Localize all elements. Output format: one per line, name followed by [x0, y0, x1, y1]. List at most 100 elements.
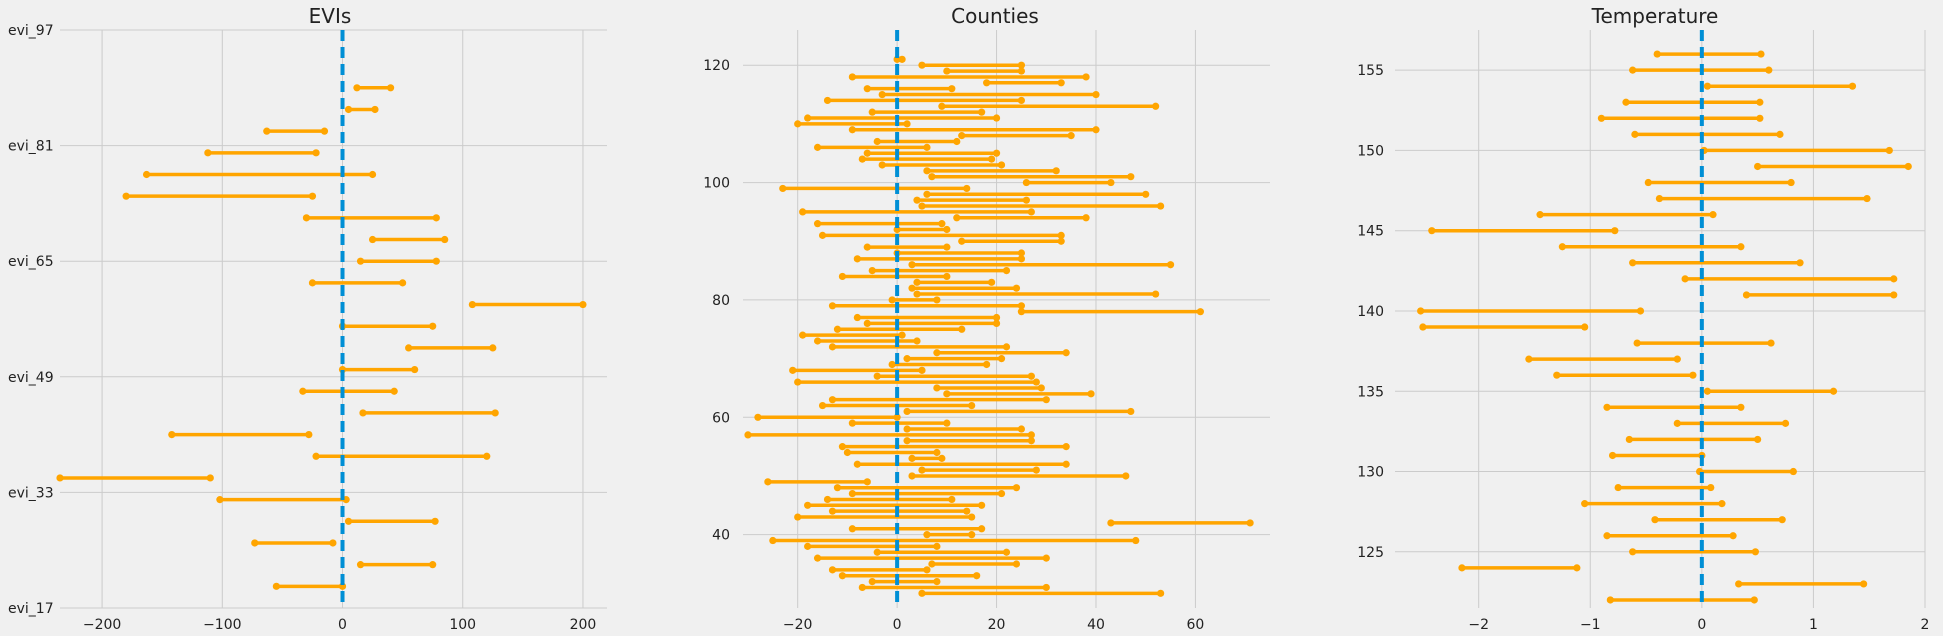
interval-upper-point: [1611, 227, 1619, 235]
y-tick-labels: evi_17 evi_33 evi_49 evi_65 evi_81 evi_97: [8, 23, 54, 617]
interval-lower-point: [56, 474, 64, 482]
interval-upper-point: [943, 225, 951, 234]
interval-upper-point: [1017, 96, 1026, 105]
interval: [848, 419, 951, 427]
interval-lower-point: [848, 419, 856, 427]
interval-lower-point: [863, 85, 871, 93]
interval: [1622, 98, 1764, 106]
y-tick-label: evi_17: [8, 601, 54, 617]
interval: [794, 120, 911, 128]
interval-upper-point: [978, 501, 986, 509]
interval: [1458, 564, 1581, 572]
interval: [903, 437, 1035, 445]
interval: [868, 108, 986, 116]
interval-lower-point: [923, 531, 931, 539]
interval: [1597, 114, 1764, 122]
interval-lower-point: [754, 413, 762, 421]
interval-upper-point: [431, 517, 439, 525]
y-tick-label: 60: [712, 410, 730, 426]
interval-lower-point: [1107, 519, 1115, 527]
interval-upper-point: [1082, 214, 1090, 222]
interval-lower-point: [943, 67, 951, 75]
interval-lower-point: [1581, 500, 1589, 508]
interval: [804, 501, 986, 509]
interval: [804, 542, 941, 550]
interval: [1644, 178, 1795, 187]
interval: [1107, 519, 1254, 527]
interval-upper-point: [1904, 162, 1912, 171]
interval-lower-point: [804, 542, 812, 550]
interval-lower-point: [958, 237, 966, 245]
interval-upper-point: [1017, 255, 1026, 263]
interval-lower-point: [863, 243, 871, 251]
interval: [1700, 146, 1893, 155]
interval: [878, 161, 1006, 169]
interval-upper-point: [918, 366, 926, 374]
interval-lower-point: [848, 73, 856, 81]
interval-lower-point: [913, 290, 921, 298]
interval-upper-point: [1057, 237, 1065, 245]
interval: [356, 257, 440, 265]
interval-upper-point: [1017, 61, 1026, 69]
interval-upper-point: [1729, 532, 1737, 540]
interval-upper-point: [1032, 378, 1040, 386]
interval-upper-point: [308, 192, 317, 200]
interval-upper-point: [1092, 126, 1100, 134]
interval-upper-point: [1002, 266, 1011, 275]
y-tick-label: evi_81: [8, 139, 54, 155]
interval-lower-point: [918, 202, 926, 210]
x-tick-label: 20: [988, 617, 1006, 633]
y-tick-label: 145: [1357, 224, 1384, 240]
interval: [794, 513, 976, 521]
interval-lower-point: [923, 190, 931, 198]
x-tick-labels: −2 −1 0 1 2: [1468, 617, 1929, 633]
x-tick-label: 100: [449, 617, 476, 633]
interval: [823, 495, 956, 504]
interval: [813, 554, 1050, 562]
interval-lower-point: [302, 214, 311, 222]
interval-upper-point: [1778, 516, 1786, 524]
intervals: [56, 84, 587, 590]
interval-upper-point: [1751, 548, 1759, 556]
interval-upper-point: [1082, 73, 1090, 81]
interval-upper-point: [1027, 372, 1035, 380]
interval-upper-point: [1012, 560, 1021, 568]
y-tick-label: 130: [1357, 465, 1384, 481]
interval: [853, 313, 1001, 322]
y-tick-label: 80: [712, 293, 730, 309]
interval-lower-point: [1629, 259, 1637, 267]
interval: [908, 261, 1175, 269]
interval-upper-point: [1027, 431, 1035, 439]
interval-lower-point: [933, 384, 941, 392]
interval-lower-point: [983, 79, 991, 87]
interval-upper-point: [1885, 146, 1893, 155]
interval-lower-point: [943, 390, 951, 398]
interval-lower-point: [918, 589, 926, 597]
interval: [863, 149, 1001, 157]
interval-upper-point: [973, 572, 981, 580]
interval: [794, 378, 1040, 386]
interval-lower-point: [794, 378, 802, 386]
interval-lower-point: [868, 108, 876, 116]
x-tick-label: 1: [1809, 617, 1818, 633]
interval-lower-point: [769, 536, 777, 545]
interval-upper-point: [320, 127, 329, 135]
interval: [754, 413, 901, 421]
interval-lower-point: [908, 284, 916, 292]
interval-lower-point: [873, 137, 881, 146]
y-tick-label: evi_33: [8, 485, 54, 501]
y-tick-labels: 40 60 80 100 120: [703, 58, 730, 543]
interval-lower-point: [122, 192, 130, 200]
interval-upper-point: [1796, 259, 1804, 267]
interval-lower-point: [838, 272, 847, 281]
interval: [913, 290, 1160, 298]
interval: [204, 149, 320, 157]
interval-upper-point: [1062, 349, 1070, 357]
interval: [848, 126, 1100, 134]
interval-upper-point: [368, 170, 377, 179]
interval: [838, 572, 981, 580]
interval-lower-point: [863, 149, 871, 157]
interval: [828, 343, 1011, 351]
interval-upper-point: [903, 120, 911, 128]
